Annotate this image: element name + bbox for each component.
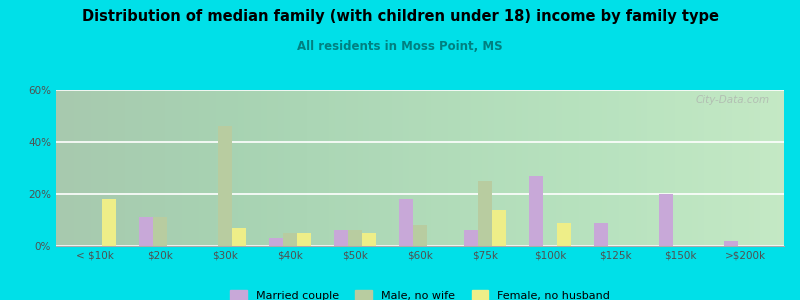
Bar <box>102 199 117 246</box>
Bar <box>723 241 738 246</box>
Bar <box>492 210 506 246</box>
Text: Distribution of median family (with children under 18) income by family type: Distribution of median family (with chil… <box>82 9 718 24</box>
Bar <box>153 218 167 246</box>
Bar <box>362 233 377 246</box>
Bar <box>297 233 311 246</box>
Bar <box>283 233 297 246</box>
Bar <box>478 181 492 246</box>
Bar <box>334 230 348 246</box>
Bar <box>232 228 246 246</box>
Text: All residents in Moss Point, MS: All residents in Moss Point, MS <box>297 40 503 53</box>
Bar <box>529 176 543 246</box>
Bar <box>594 223 608 246</box>
Text: City-Data.com: City-Data.com <box>695 95 770 105</box>
Bar <box>463 230 478 246</box>
Bar <box>348 230 362 246</box>
Bar <box>557 223 571 246</box>
Bar <box>398 199 413 246</box>
Bar <box>218 126 232 246</box>
Bar <box>658 194 673 246</box>
Bar <box>138 218 153 246</box>
Legend: Married couple, Male, no wife, Female, no husband: Married couple, Male, no wife, Female, n… <box>226 286 614 300</box>
Bar <box>413 225 427 246</box>
Bar <box>269 238 283 246</box>
